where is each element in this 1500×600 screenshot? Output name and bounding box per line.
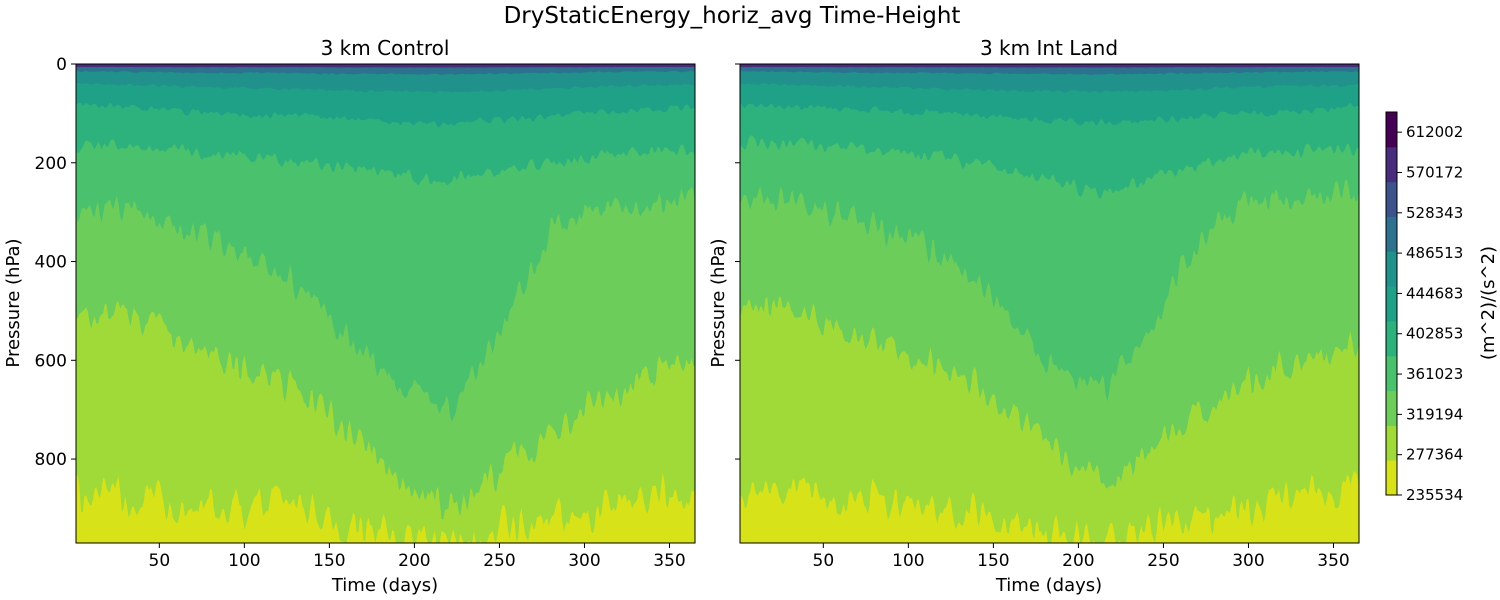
panel-title-control: 3 km Control bbox=[321, 36, 450, 60]
y-tick-label: 0 bbox=[56, 55, 67, 75]
colorbar-tick-label: 361023 bbox=[1406, 365, 1463, 383]
colorbar-tick-label: 486513 bbox=[1406, 244, 1463, 262]
colorbar-tick-label: 235534 bbox=[1406, 486, 1463, 504]
heatmap-int-land bbox=[740, 64, 1359, 543]
colorbar-segment bbox=[1386, 390, 1397, 426]
x-tick-label: 350 bbox=[653, 551, 685, 571]
colorbar-tick-label: 402853 bbox=[1406, 325, 1463, 343]
colorbar-label: (m^2)/(s^2) bbox=[1478, 246, 1499, 360]
y-tick-label: 600 bbox=[35, 351, 67, 371]
x-tick-label: 150 bbox=[313, 551, 345, 571]
axes-int-land: 50 100 150 200 250 300 350 bbox=[735, 63, 1350, 571]
colorbar-segment bbox=[1386, 460, 1397, 496]
colorbar-segment bbox=[1386, 251, 1397, 287]
x-axis-label-control: Time (days) bbox=[331, 575, 438, 596]
heatmap-control bbox=[76, 64, 695, 543]
colorbar-fill bbox=[1386, 112, 1397, 496]
colorbar-segment bbox=[1386, 146, 1397, 183]
x-tick-label: 50 bbox=[813, 551, 835, 571]
panel-control: 3 km Control 50 100 150 200 250 300 350 0 200 400… bbox=[3, 36, 696, 596]
colorbar-tick-label: 612002 bbox=[1406, 123, 1463, 141]
level-fill-top bbox=[76, 64, 695, 67]
x-tick-label: 200 bbox=[398, 551, 430, 571]
colorbar-frame bbox=[1385, 111, 1398, 496]
colorbar-tick-label: 444683 bbox=[1406, 284, 1463, 302]
colorbar-tick-label: 277364 bbox=[1406, 446, 1463, 464]
colorbar-segment bbox=[1386, 112, 1397, 148]
colorbar-segment bbox=[1386, 216, 1397, 252]
panel-title-int-land: 3 km Int Land bbox=[980, 36, 1118, 60]
x-tick-label: 300 bbox=[1232, 551, 1264, 571]
colorbar-segment bbox=[1386, 181, 1397, 217]
colorbar: 235534 277364 319194 361023 402853 444683 4865… bbox=[1385, 111, 1499, 504]
colorbar-segment bbox=[1386, 320, 1397, 357]
x-tick-label: 250 bbox=[1147, 551, 1179, 571]
x-tick-label: 100 bbox=[892, 551, 924, 571]
level-fill-top bbox=[740, 64, 1359, 67]
x-tick-label: 200 bbox=[1062, 551, 1094, 571]
figure-title: DryStaticEnergy_horiz_avg Time-Height bbox=[504, 3, 961, 29]
x-tick-label: 100 bbox=[228, 551, 260, 571]
colorbar-segment bbox=[1386, 286, 1397, 322]
y-tick-label: 200 bbox=[35, 154, 67, 174]
axes-control: 50 100 150 200 250 300 350 0 200 400 600 800 bbox=[35, 55, 686, 571]
plot-frame-int-land bbox=[739, 63, 1360, 544]
y-axis-label-control: Pressure (hPa) bbox=[3, 238, 24, 367]
x-axis-label-int-land: Time (days) bbox=[995, 575, 1102, 596]
colorbar-segment bbox=[1386, 425, 1397, 461]
x-tick-label: 300 bbox=[568, 551, 600, 571]
x-tick-label: 150 bbox=[977, 551, 1009, 571]
y-axis-label-int-land: Pressure (hPa) bbox=[708, 238, 729, 367]
plot-frame-control bbox=[75, 63, 696, 544]
x-tick-label: 250 bbox=[483, 551, 515, 571]
x-tick-label: 50 bbox=[149, 551, 171, 571]
colorbar-tick-label: 570172 bbox=[1406, 163, 1463, 181]
y-tick-label: 400 bbox=[35, 253, 67, 273]
y-tick-label: 800 bbox=[35, 450, 67, 470]
colorbar-segment bbox=[1386, 355, 1397, 392]
colorbar-tick-label: 319194 bbox=[1406, 405, 1463, 423]
x-tick-label: 350 bbox=[1317, 551, 1349, 571]
colorbar-tick-label: 528343 bbox=[1406, 204, 1463, 222]
colorbar-ticks: 235534 277364 319194 361023 402853 444683 4865… bbox=[1397, 123, 1463, 504]
panel-int-land: 3 km Int Land 50 100 150 200 250 300 350 Time … bbox=[708, 36, 1360, 596]
